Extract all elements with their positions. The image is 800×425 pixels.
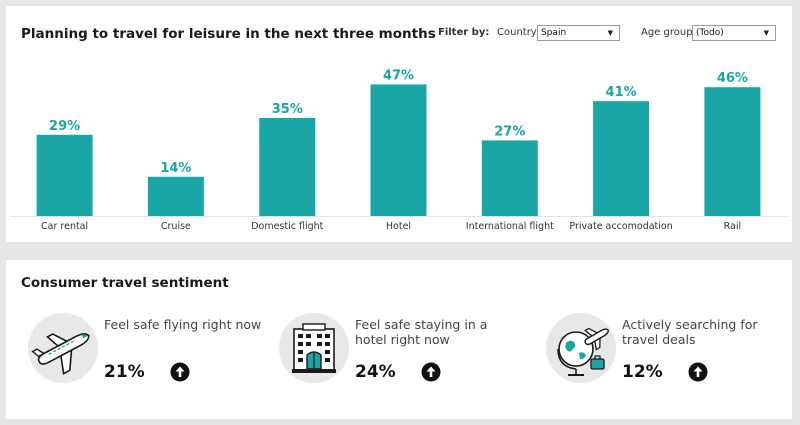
chart-card: Planning to travel for leisure in the ne… (6, 6, 792, 242)
age-group-select[interactable]: (Todo) ▼ (692, 25, 776, 41)
sentiment-value-flying: 21% (104, 362, 145, 382)
bar-value-label: 35% (272, 102, 303, 117)
country-filter-label: Country (497, 27, 537, 38)
airplane-icon (28, 313, 98, 383)
bar-value-label: 27% (494, 124, 525, 139)
bar-chart: 29% Car rental 14% Cruise 35% Domestic flight… (10, 68, 788, 232)
age-group-select-value: (Todo) (696, 28, 724, 38)
chart-title: Planning to travel for leisure in the ne… (21, 26, 436, 42)
sentiment-item-flying: Feel safe flying right now 21% (28, 313, 268, 388)
country-select-value: Spain (541, 28, 567, 38)
country-select[interactable]: Spain ▼ (537, 25, 620, 41)
sentiment-item-travel-deals: Actively searching for travel deals 12% (546, 313, 786, 388)
sentiment-text-flying: Feel safe flying right now (104, 317, 262, 332)
hotel-building-icon (279, 313, 349, 383)
bar-value-label: 14% (160, 161, 191, 176)
bar-value-label: 46% (717, 71, 748, 86)
chevron-down-icon: ▼ (763, 29, 769, 37)
age-group-filter-label: Age group (641, 27, 693, 38)
sentiment-text-hotel: Feel safe staying in a hotel right now (355, 317, 488, 347)
bar-value-label: 47% (383, 68, 414, 83)
bar[interactable] (593, 101, 650, 216)
bar[interactable] (147, 176, 204, 216)
sentiment-title: Consumer travel sentiment (21, 275, 229, 291)
category-tick-label: Rail (724, 221, 742, 232)
bar-value-label: 41% (606, 85, 637, 100)
category-tick-label: International flight (466, 221, 554, 232)
globe-travel-icon (546, 313, 616, 383)
category-tick-label: Cruise (161, 221, 191, 232)
bar[interactable] (36, 134, 93, 216)
category-tick-label: Private accomodation (569, 221, 672, 232)
arrow-up-icon (688, 362, 708, 382)
bar-value-label: 29% (49, 119, 80, 134)
bar[interactable] (481, 140, 538, 216)
chevron-down-icon: ▼ (607, 29, 613, 37)
sentiment-card: Consumer travel sentiment Feel safe flyi… (6, 260, 792, 419)
arrow-up-icon (170, 362, 190, 382)
bar[interactable] (370, 84, 427, 217)
bar[interactable] (704, 87, 761, 216)
bar[interactable] (259, 118, 316, 216)
filter-by-label: Filter by: (438, 27, 490, 38)
category-tick-label: Car rental (41, 221, 88, 232)
sentiment-value-hotel: 24% (355, 362, 396, 382)
category-tick-label: Domestic flight (251, 221, 323, 232)
sentiment-item-hotel: Feel safe staying in a hotel right now 2… (279, 313, 519, 388)
arrow-up-icon (421, 362, 441, 382)
sentiment-text-travel-deals: Actively searching for travel deals (622, 317, 758, 347)
category-tick-label: Hotel (386, 221, 411, 232)
sentiment-value-travel-deals: 12% (622, 362, 663, 382)
